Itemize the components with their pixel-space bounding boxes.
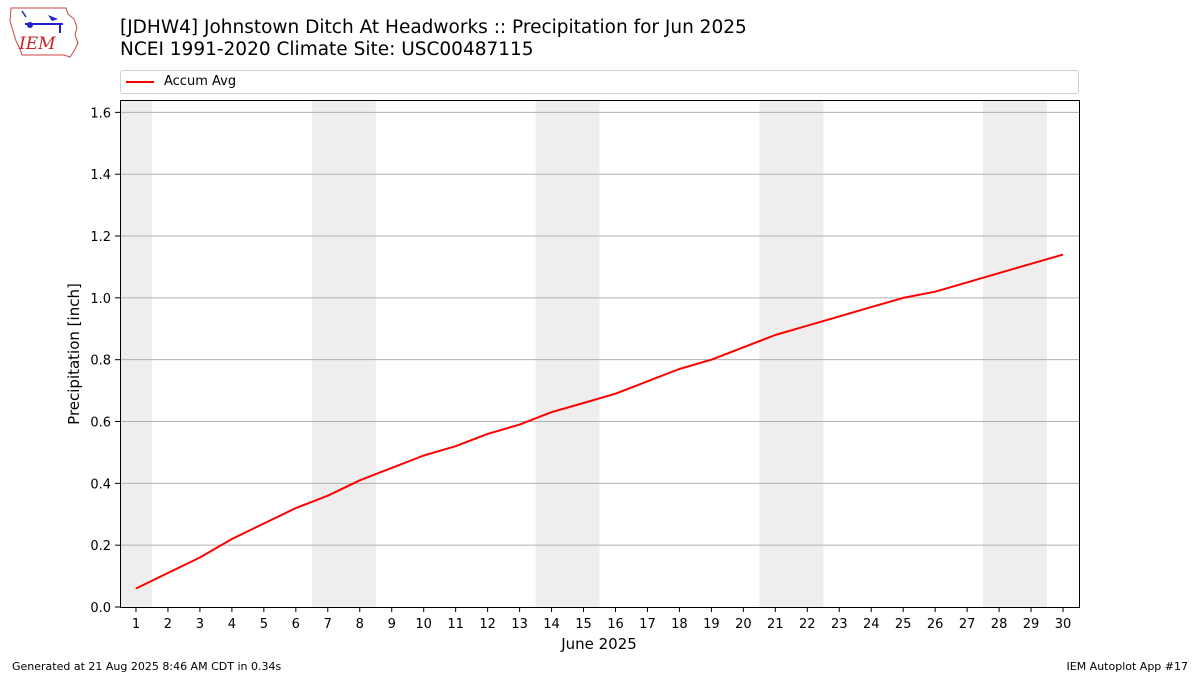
x-tick-label: 19 <box>703 617 720 632</box>
x-tick-label: 23 <box>831 617 848 632</box>
x-tick-label: 22 <box>799 617 816 632</box>
generated-timestamp: Generated at 21 Aug 2025 8:46 AM CDT in … <box>12 660 282 673</box>
x-tick-label: 7 <box>324 617 332 632</box>
y-tick-label: 0.0 <box>90 601 111 616</box>
title-line1: [JDHW4] Johnstown Ditch At Headworks :: … <box>120 17 747 38</box>
x-tick-label: 25 <box>895 617 912 632</box>
x-tick-label: 21 <box>767 617 784 632</box>
x-tick-label: 9 <box>388 617 396 632</box>
x-tick-label: 3 <box>196 617 204 632</box>
x-tick-label: 10 <box>415 617 432 632</box>
y-tick-label: 0.8 <box>90 354 111 369</box>
x-tick-label: 6 <box>292 617 300 632</box>
iem-logo: IEM <box>8 5 80 59</box>
x-tick-label: 13 <box>511 617 528 632</box>
x-tick-label: 12 <box>479 617 496 632</box>
x-tick-label: 29 <box>1023 617 1040 632</box>
x-tick-label: 16 <box>607 617 624 632</box>
weekend-band <box>311 100 376 607</box>
x-tick-label: 27 <box>959 617 976 632</box>
x-tick-label: 1 <box>132 617 140 632</box>
x-tick-label: 30 <box>1055 617 1072 632</box>
legend-swatch <box>126 81 154 83</box>
y-tick-label: 0.2 <box>90 539 111 554</box>
x-tick-label: 11 <box>447 617 464 632</box>
x-tick-label: 15 <box>575 617 592 632</box>
x-tick-label: 5 <box>260 617 268 632</box>
y-tick-label: 1.0 <box>90 292 111 307</box>
plot-frame <box>120 100 1080 608</box>
x-tick-label: 17 <box>639 617 656 632</box>
chart-title: [JDHW4] Johnstown Ditch At Headworks :: … <box>120 17 747 61</box>
logo-text: IEM <box>18 34 56 54</box>
x-tick-label: 24 <box>863 617 880 632</box>
y-tick-label: 0.4 <box>90 477 111 492</box>
weekend-band <box>120 100 152 607</box>
x-tick-label: 2 <box>164 617 172 632</box>
title-line2: NCEI 1991-2020 Climate Site: USC00487115 <box>120 39 534 60</box>
x-tick-label: 28 <box>991 617 1008 632</box>
weekend-band <box>983 100 1048 607</box>
legend-label: Accum Avg <box>164 74 237 89</box>
y-tick-label: 0.6 <box>90 416 111 431</box>
x-tick-label: 8 <box>356 617 364 632</box>
series-line-accum-avg <box>135 253 1064 590</box>
x-axis-label: June 2025 <box>560 635 637 653</box>
weekend-band <box>535 100 600 607</box>
x-tick-label: 20 <box>735 617 752 632</box>
weekend-band <box>759 100 824 607</box>
y-tick-label: 1.4 <box>90 168 111 183</box>
legend: Accum Avg <box>120 70 1079 94</box>
y-tick-label: 1.2 <box>90 230 111 245</box>
y-tick-label: 1.6 <box>90 106 111 121</box>
x-tick-label: 14 <box>543 617 560 632</box>
y-axis-label: Precipitation [inch] <box>65 283 83 425</box>
x-tick-label: 18 <box>671 617 688 632</box>
x-tick-label: 26 <box>927 617 944 632</box>
app-label: IEM Autoplot App #17 <box>1066 660 1189 673</box>
x-tick-label: 4 <box>228 617 236 632</box>
